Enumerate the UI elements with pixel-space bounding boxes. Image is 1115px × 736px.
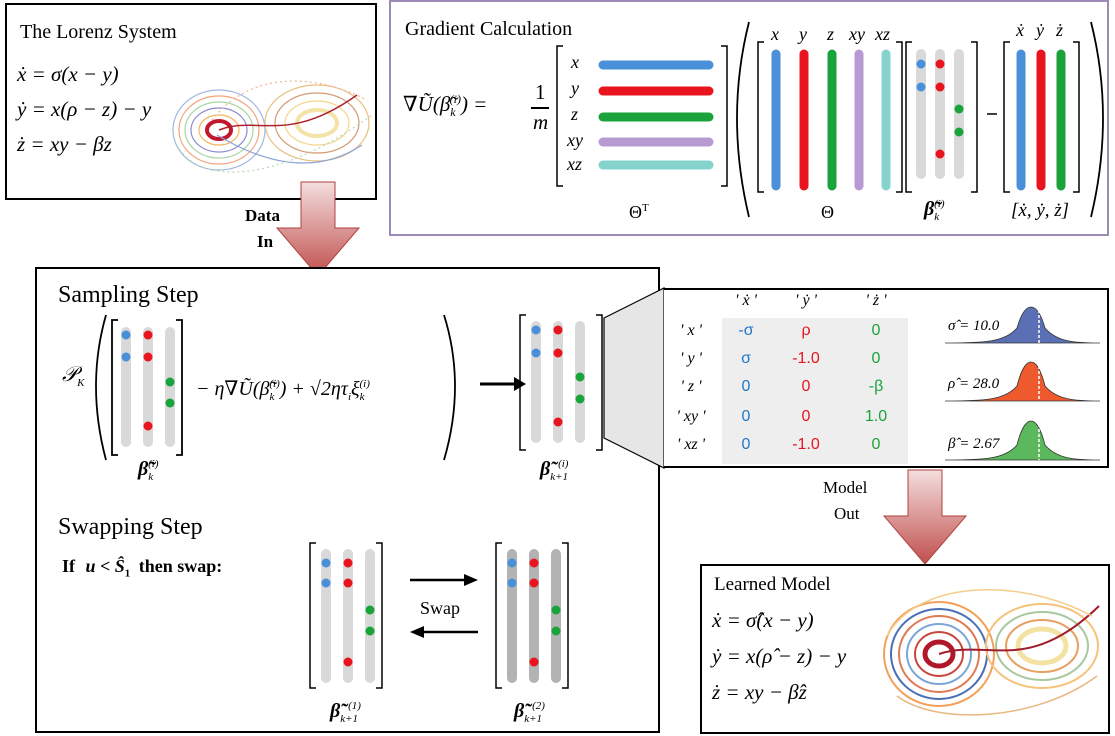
deriv-col-label: ẋ — [1016, 20, 1024, 40]
label-beta: β̃k(i) — [924, 198, 945, 223]
swap-right-matrix — [495, 542, 569, 689]
gradient-title: Gradient Calculation — [405, 18, 573, 40]
theta-col-label: y — [799, 24, 807, 44]
model-out-label-2: Out — [834, 504, 860, 523]
table-col-header: ' ẏ ' — [795, 292, 817, 309]
data-in-label-2: In — [257, 232, 274, 251]
posterior-label-sigma: σ̂ = 10.0 — [948, 318, 1000, 334]
table-cell: -β — [868, 378, 884, 395]
theta-t-row-label: z — [571, 104, 579, 124]
learned-eq-z: ż = xy − β̂z — [712, 680, 807, 704]
model-out-label-1: Model — [823, 478, 868, 497]
sampling-close-paren — [443, 314, 456, 461]
posterior-plots — [944, 300, 1101, 461]
data-in-label-1: Data — [245, 206, 280, 225]
lorenz-eq-x: ẋ = σ(x − y) — [17, 62, 119, 86]
label-beta-2: β̃k+1(2) — [514, 700, 545, 725]
coefficient-table-bg — [722, 318, 908, 464]
learned-title: Learned Model — [714, 574, 831, 595]
gradient-lhs: ∇Ũ(β̃k(i)) = — [403, 92, 488, 120]
fraction-bar — [531, 107, 549, 109]
fraction-numerator: 1 — [535, 80, 546, 104]
label-beta-1: β̃k+1(1) — [330, 700, 361, 725]
learned-model-box: Learned Model ẋ = σ̂(x − y) ẏ = x(ρ̂ − z… — [700, 564, 1110, 734]
table-cell: 0 — [741, 378, 751, 395]
label-theta-transpose: ΘT — [629, 202, 649, 222]
sampling-gradient-term: − η∇Ũ(β̃k(i)) + √2ητiξk(i) — [196, 378, 370, 403]
table-cell: 0 — [871, 322, 881, 339]
theta-t-row-label: xy — [567, 130, 583, 150]
table-cell: 0 — [801, 378, 811, 395]
label-theta: Θ — [821, 202, 834, 222]
sampling-step-title: Sampling Step — [58, 282, 199, 308]
sampling-result-matrix — [519, 314, 603, 451]
label-derivatives: [ẋ, ẏ, ż] — [1011, 200, 1070, 221]
table-cell: 1.0 — [864, 408, 888, 425]
table-row-label: ' z ' — [680, 378, 702, 395]
table-cell: 0 — [741, 408, 751, 425]
theta-t-row-label: x — [571, 52, 579, 72]
fraction-denominator: m — [533, 110, 549, 134]
lorenz-title: The Lorenz System — [20, 21, 177, 43]
theta-t-row-label: xz — [567, 154, 582, 174]
posterior-label-beta: β̂ = 2.67 — [948, 436, 1000, 452]
label-beta-k-plus-1: β̃k+1(i) — [540, 458, 569, 483]
lorenz-eq-z: ż = xy − βz — [17, 132, 112, 156]
table-cell: 0 — [871, 436, 881, 453]
lorenz-system-box: The Lorenz System ẋ = σ(x − y) ẏ = x(ρ −… — [5, 3, 377, 200]
theta-col-label: z — [827, 24, 835, 44]
theta-col-label: xz — [875, 24, 890, 44]
table-row-label: ' x ' — [680, 322, 702, 339]
table-col-header: ' ż ' — [865, 292, 887, 309]
table-cell: ρ — [801, 322, 811, 339]
table-cell: σ — [741, 350, 751, 367]
projection-operator: 𝒫K — [62, 362, 85, 390]
table-cell: -σ — [738, 322, 754, 339]
gradient-calculation-box: Gradient Calculation ∇Ũ(β̃k(i)) = 1 m — [389, 0, 1109, 236]
theta-t-row-label: y — [571, 78, 579, 98]
lorenz-attractor-plot — [172, 80, 373, 173]
table-row-label: ' xy ' — [676, 408, 706, 425]
zoom-wedge — [603, 287, 665, 469]
table-cell: -1.0 — [792, 350, 820, 367]
lorenz-eq-y: ẏ = x(ρ − z) − y — [17, 97, 152, 121]
learned-eq-x: ẋ = σ̂(x − y) — [712, 608, 814, 632]
swapping-step-title: Swapping Step — [58, 514, 203, 540]
swap-left-matrix — [309, 542, 383, 689]
table-cell: -1.0 — [792, 436, 820, 453]
learned-eq-y: ẏ = x(ρ̂ − z) − y — [712, 644, 847, 668]
table-row-label: ' y ' — [680, 350, 702, 367]
table-cell: 0 — [871, 350, 881, 367]
table-cell: 0 — [801, 408, 811, 425]
deriv-col-label: ẏ — [1036, 20, 1044, 40]
data-in-arrow — [275, 181, 361, 277]
deriv-col-label: ż — [1056, 20, 1064, 40]
table-col-header: ' ẋ ' — [735, 292, 757, 309]
theta-col-label: xy — [849, 24, 865, 44]
gradient-matrices — [556, 21, 1104, 218]
table-cell: 0 — [741, 436, 751, 453]
swap-condition: If u < Ŝ1 then swap: — [62, 556, 223, 580]
label-beta-k: β̃k(i) — [138, 458, 159, 483]
swap-arrows — [410, 574, 478, 638]
swap-label: Swap — [420, 598, 460, 618]
table-row-label: ' xz ' — [676, 436, 706, 453]
learned-attractor-plot — [883, 589, 1100, 716]
posterior-label-rho: ρ̂ = 28.0 — [948, 376, 1000, 392]
model-out-arrow — [882, 469, 968, 565]
sampling-matrix — [95, 314, 183, 461]
theta-col-label: x — [771, 24, 779, 44]
